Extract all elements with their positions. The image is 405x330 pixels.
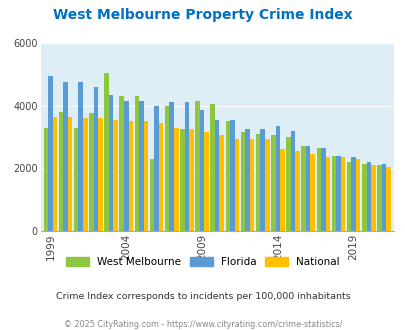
- Bar: [230, 120, 234, 231]
- Legend: West Melbourne, Florida, National: West Melbourne, Florida, National: [66, 257, 339, 267]
- Bar: [53, 116, 57, 231]
- Bar: [340, 157, 345, 231]
- Bar: [204, 132, 208, 231]
- Bar: [113, 120, 117, 231]
- Bar: [174, 128, 178, 231]
- Bar: [124, 101, 128, 231]
- Bar: [255, 134, 260, 231]
- Bar: [128, 121, 133, 231]
- Bar: [279, 149, 284, 231]
- Bar: [109, 95, 113, 231]
- Bar: [381, 164, 385, 231]
- Bar: [320, 148, 325, 231]
- Bar: [234, 139, 239, 231]
- Bar: [139, 101, 143, 231]
- Bar: [325, 157, 329, 231]
- Bar: [104, 73, 109, 231]
- Bar: [249, 139, 254, 231]
- Bar: [219, 135, 224, 231]
- Bar: [240, 132, 245, 231]
- Bar: [134, 96, 139, 231]
- Bar: [119, 96, 124, 231]
- Bar: [68, 116, 72, 231]
- Bar: [48, 76, 53, 231]
- Text: Crime Index corresponds to incidents per 100,000 inhabitants: Crime Index corresponds to incidents per…: [55, 292, 350, 301]
- Bar: [316, 148, 320, 231]
- Bar: [98, 118, 102, 231]
- Bar: [74, 128, 78, 231]
- Bar: [305, 147, 310, 231]
- Text: © 2025 CityRating.com - https://www.cityrating.com/crime-statistics/: © 2025 CityRating.com - https://www.city…: [64, 320, 341, 329]
- Bar: [260, 129, 264, 231]
- Bar: [286, 137, 290, 231]
- Bar: [290, 131, 294, 231]
- Bar: [199, 110, 204, 231]
- Bar: [361, 164, 366, 231]
- Bar: [264, 139, 269, 231]
- Bar: [385, 167, 390, 231]
- Bar: [346, 162, 350, 231]
- Bar: [195, 101, 199, 231]
- Bar: [245, 129, 249, 231]
- Bar: [158, 123, 163, 231]
- Bar: [271, 135, 275, 231]
- Bar: [335, 156, 340, 231]
- Bar: [169, 102, 174, 231]
- Bar: [180, 129, 184, 231]
- Bar: [355, 159, 360, 231]
- Bar: [366, 162, 370, 231]
- Bar: [154, 106, 158, 231]
- Bar: [275, 126, 279, 231]
- Bar: [184, 102, 189, 231]
- Bar: [350, 157, 355, 231]
- Bar: [63, 82, 68, 231]
- Bar: [149, 159, 154, 231]
- Bar: [376, 165, 381, 231]
- Bar: [83, 118, 87, 231]
- Bar: [59, 112, 63, 231]
- Bar: [331, 156, 335, 231]
- Bar: [89, 114, 94, 231]
- Bar: [210, 104, 214, 231]
- Bar: [143, 121, 148, 231]
- Text: West Melbourne Property Crime Index: West Melbourne Property Crime Index: [53, 8, 352, 22]
- Bar: [310, 154, 314, 231]
- Bar: [189, 129, 193, 231]
- Bar: [294, 151, 299, 231]
- Bar: [164, 106, 169, 231]
- Bar: [225, 121, 230, 231]
- Bar: [301, 147, 305, 231]
- Bar: [78, 82, 83, 231]
- Bar: [94, 87, 98, 231]
- Bar: [43, 128, 48, 231]
- Bar: [214, 120, 219, 231]
- Bar: [370, 165, 375, 231]
